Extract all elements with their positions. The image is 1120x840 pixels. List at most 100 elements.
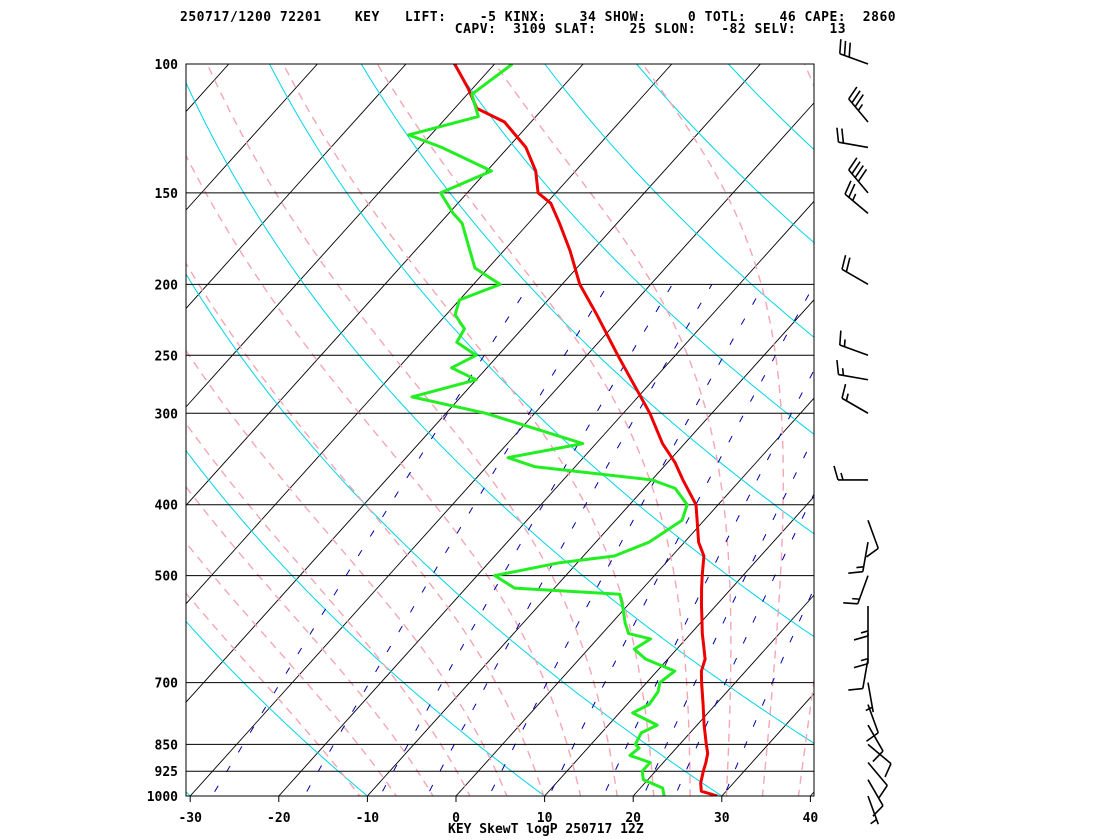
barb-feather (853, 635, 869, 641)
barb-staff (867, 779, 884, 807)
barb-feather (848, 687, 863, 691)
pressure-label: 925 (155, 765, 178, 780)
moist-adiabat-line (186, 349, 508, 796)
barb-half-feather (865, 706, 873, 712)
wind-barb (853, 605, 869, 641)
dry-adiabat-line (452, 64, 814, 435)
temp-label: 30 (714, 811, 730, 826)
barb-feather (836, 127, 840, 143)
barb-staff (867, 795, 880, 825)
wind-barb (867, 795, 880, 825)
pressure-label: 700 (155, 677, 179, 692)
moist-adiabat-line (186, 541, 398, 796)
barb-feather (839, 330, 842, 346)
barb-feather (884, 763, 892, 778)
barb-half-feather (845, 393, 849, 401)
pressure-label: 200 (155, 278, 179, 293)
isotherm-line (278, 200, 814, 796)
barb-feather (848, 86, 858, 100)
pressure-axis-labels: 100 150 200 250 300 400 500 700 850 925 1000 (147, 58, 178, 805)
moist-adiabat-line (797, 64, 814, 796)
profiles (407, 64, 718, 796)
barb-half-feather (860, 657, 869, 662)
wind-barb (839, 330, 869, 357)
barb-half-feather (841, 368, 845, 376)
wind-barb (839, 39, 869, 65)
barb-half-feather (857, 103, 864, 111)
isotherm-line (186, 64, 495, 408)
moist-adiabat-line (186, 154, 582, 796)
wind-barb (844, 180, 869, 215)
barb-feather (857, 168, 868, 182)
moist-adiabat-line (186, 262, 545, 796)
barb-staff (867, 761, 888, 787)
dry-adiabat-line (804, 48, 1120, 812)
wind-barb (866, 519, 880, 558)
barb-feather (843, 40, 847, 56)
moist-adiabat-line (186, 592, 361, 796)
wind-barb (848, 542, 869, 574)
barb-feather (872, 805, 884, 817)
moist-adiabat-line (376, 64, 691, 796)
barb-half-feather (860, 630, 869, 634)
mixing-ratio-line (723, 587, 814, 796)
barb-staff (867, 682, 874, 713)
mixing-ratio-line (211, 284, 530, 796)
barb-half-feather (856, 565, 864, 569)
dry-adiabat-line (360, 64, 814, 535)
wind-barb (853, 633, 869, 669)
isotherm-line (186, 64, 230, 113)
wind-barb (865, 682, 874, 713)
dry-adiabat-line (727, 64, 814, 151)
isotherm-line (544, 495, 814, 796)
isotherm-line (632, 594, 814, 796)
isotherm-line (186, 64, 584, 507)
barb-staff (867, 724, 884, 752)
temp-label: -20 (267, 811, 291, 826)
barb-feather (841, 383, 847, 399)
pressure-label: 250 (155, 349, 179, 364)
dry-adiabat-line (186, 449, 546, 796)
wind-barb (841, 383, 869, 414)
wind-barbs (833, 39, 892, 825)
wind-barb (843, 575, 869, 605)
barb-feather (851, 161, 861, 175)
dry-adiabat-line (186, 273, 723, 796)
wind-barb (867, 761, 888, 798)
pressure-label: 500 (155, 570, 179, 585)
barb-half-feather (870, 818, 878, 825)
wind-barb (848, 157, 869, 194)
wind-barb (836, 127, 869, 149)
temperature-axis-labels: -30 -20 -10 0 10 20 30 40 (178, 796, 818, 826)
barb-feather (841, 128, 845, 144)
dry-adiabat-line (186, 620, 369, 796)
pressure-label: 1000 (147, 790, 178, 805)
isotherm-line (186, 64, 673, 605)
temp-label: 40 (803, 811, 819, 826)
dry-adiabat-line (544, 64, 814, 338)
barb-half-feather (840, 472, 844, 481)
header-line-2: CAPV: 3109 SLAT: 25 SLON: -82 SELV: 13 (180, 22, 847, 37)
dry-adiabat-line (268, 64, 814, 638)
barb-feather (854, 165, 864, 179)
barb-feather (848, 42, 852, 58)
isobars (186, 63, 814, 797)
isotherm-line (455, 397, 814, 796)
background-lines (186, 48, 1120, 812)
isotherm-line (899, 64, 1120, 796)
pressure-label: 850 (155, 738, 179, 753)
moist-adiabat-line (186, 485, 434, 796)
wind-barb (848, 86, 869, 123)
barb-feather (833, 465, 839, 481)
pressure-label: 150 (155, 187, 179, 202)
wind-barb (867, 724, 884, 763)
isotherm-line (186, 64, 761, 703)
mixing-ratio-line (602, 369, 814, 796)
barb-feather (851, 90, 861, 104)
dry-adiabat-line (186, 791, 191, 796)
barb-feather (848, 570, 863, 574)
moist-adiabat-line (642, 64, 784, 796)
dewpoint-profile (407, 64, 689, 796)
temp-label: -10 (356, 811, 380, 826)
barb-feather (841, 255, 847, 270)
